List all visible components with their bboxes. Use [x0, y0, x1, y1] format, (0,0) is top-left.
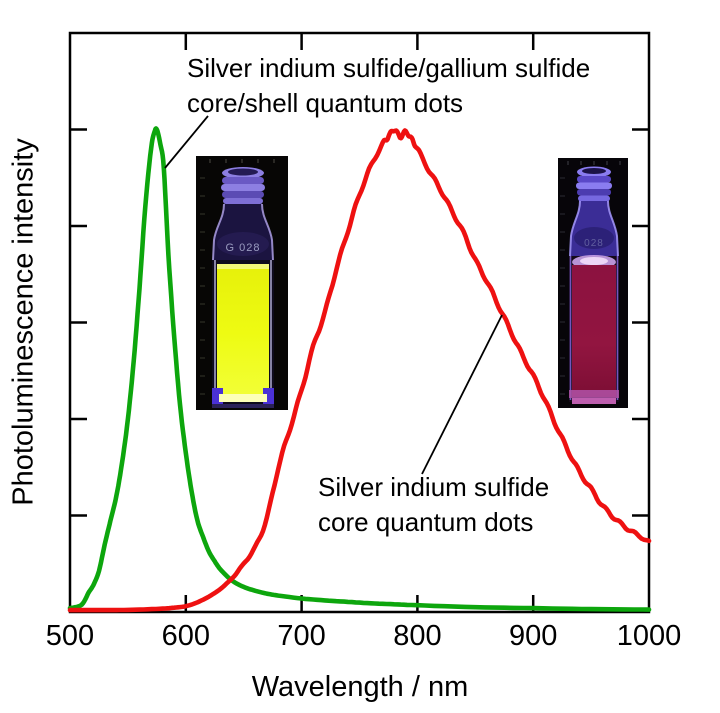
vial-label: 028	[584, 238, 604, 249]
ruler-marks-top	[567, 161, 621, 165]
spectrum-curve-core-shell	[67, 126, 652, 612]
annotation-line: Silver indium sulfide/gallium sulfide	[187, 53, 591, 83]
photo-core-shell-vial: G 028	[196, 156, 288, 410]
annotation-line: core/shell quantum dots	[187, 88, 464, 118]
vial-neck-threads	[576, 166, 612, 202]
y-axis-label: Photoluminescence intensity	[7, 138, 40, 506]
ruler-marks-left	[560, 177, 565, 395]
vial-label: G 028	[226, 242, 261, 254]
annotation-line: core quantum dots	[318, 507, 534, 537]
annotation-core-shell: Silver indium sulfide/gallium sulfide co…	[187, 51, 590, 121]
vial-neck-threads	[221, 167, 265, 204]
x-axis-label: Wavelength / nm	[251, 671, 469, 703]
x-tick-label: 1000	[616, 620, 682, 652]
uv-glow-bottom	[569, 390, 619, 398]
annotation-leader-line	[164, 115, 209, 169]
x-tick-label: 700	[277, 620, 326, 652]
annotation-line: Silver indium sulfide	[318, 472, 550, 502]
spectrum-curve-core	[67, 128, 652, 613]
core-vial-image: 028	[558, 158, 628, 408]
x-tick-label: 600	[161, 620, 210, 652]
uv-glow-left	[212, 388, 223, 404]
annotation-core: Silver indium sulfide core quantum dots	[318, 470, 549, 540]
x-tick-label: 800	[393, 620, 442, 652]
x-tick-labels: 500 600 700 800 900 1000	[0, 620, 720, 654]
ruler-marks-left	[200, 177, 205, 395]
photo-core-vial: 028	[558, 158, 628, 408]
ruler-marks-top	[209, 159, 275, 163]
x-tick-label: 500	[45, 620, 95, 652]
vial-liquid-yellow	[217, 264, 269, 402]
core-shell-vial-image: G 028	[196, 156, 288, 410]
annotation-leader-line	[421, 314, 503, 475]
vial-liquid-red	[572, 265, 616, 397]
uv-glow-right	[263, 388, 274, 404]
x-tick-label: 900	[508, 620, 558, 652]
